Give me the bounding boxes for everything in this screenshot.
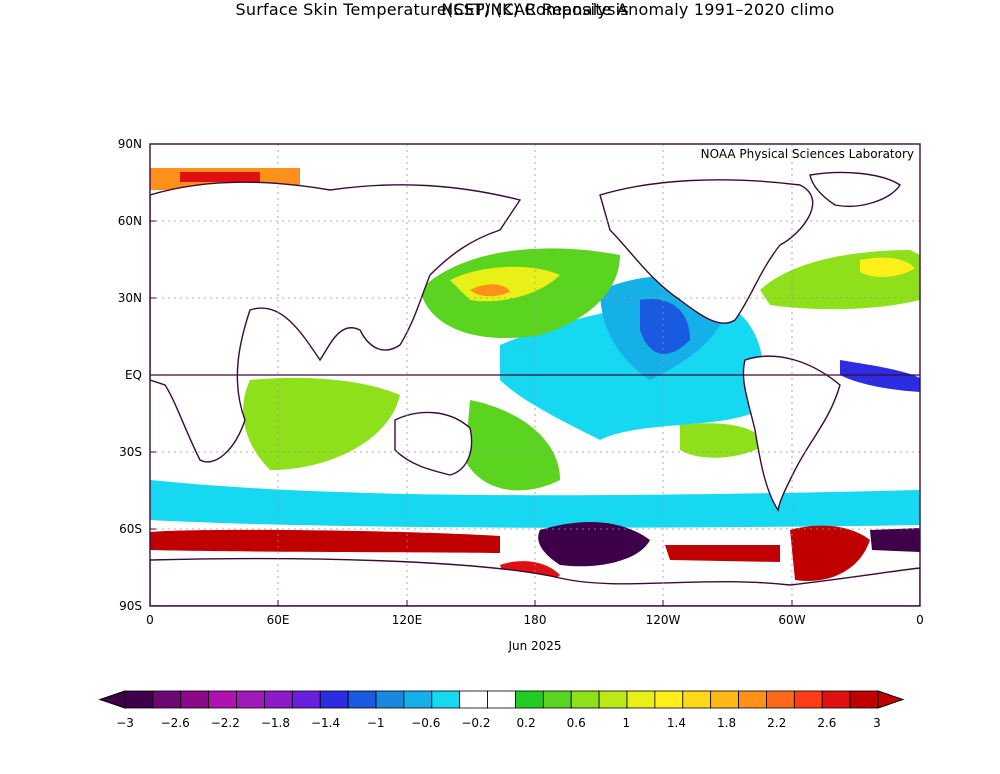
colorbar-cell — [598, 690, 628, 709]
latitude-labels: 90N 60N 30N EQ 30S 60S 90S — [118, 137, 142, 613]
lat-label: 60S — [119, 522, 142, 536]
colorbar-cell — [793, 690, 823, 709]
lon-label: 120E — [392, 613, 423, 627]
colorbar-label: −0.6 — [411, 716, 440, 730]
colorbar-cell — [208, 690, 237, 709]
colorbar-cell — [347, 690, 377, 709]
anomaly-purple-weddell-east — [870, 528, 920, 552]
colorbar-cell — [264, 690, 293, 709]
colorbar-cell — [542, 690, 572, 709]
lat-label: 30S — [119, 445, 142, 459]
colorbar-label: 1.8 — [717, 716, 736, 730]
anomaly-green-indian — [243, 377, 400, 470]
colorbar-label: −0.2 — [461, 716, 490, 730]
lon-label: 180 — [524, 613, 547, 627]
anomaly-cold-pacific — [640, 299, 690, 354]
anomaly-red-weddell — [790, 525, 870, 581]
colorbar-label: −1.8 — [261, 716, 290, 730]
chart-title-line1: NCEP/NCAR Reanalysis — [441, 0, 629, 19]
colorbar-cell — [626, 690, 656, 709]
colorbar-left-arrow — [98, 690, 126, 709]
colorbar-label: −3 — [116, 716, 134, 730]
date-label: Jun 2025 — [507, 639, 561, 653]
colorbar-label: −2.2 — [211, 716, 240, 730]
graticule — [150, 144, 920, 606]
anomaly-cyan-southern — [150, 480, 920, 528]
lon-label: 60E — [267, 613, 290, 627]
lat-label: 90S — [119, 599, 142, 613]
colorbar-cell — [403, 690, 433, 709]
colorbar-label: 2.2 — [767, 716, 786, 730]
colorbar-cell — [180, 690, 210, 709]
lon-label: 0 — [146, 613, 154, 627]
colorbar-label: 0.6 — [567, 716, 586, 730]
lat-label: 60N — [118, 214, 142, 228]
colorbar-cell — [766, 690, 795, 709]
colorbar-right-arrow — [877, 690, 905, 709]
longitude-labels: 0 60E 120E 180 120W 60W 0 — [146, 613, 924, 627]
colorbar-cell — [849, 690, 879, 709]
anomaly-cold-eq-atlantic — [840, 360, 920, 392]
landmass-australia — [394, 411, 473, 476]
colorbar-label: −1 — [367, 716, 385, 730]
lat-label: 90N — [118, 137, 142, 151]
lat-label: EQ — [125, 368, 142, 382]
colorbar-cell — [375, 690, 405, 709]
colorbar-labels: −3 −2.6 −2.2 −1.8 −1.4 −1 −0.6 −0.2 0.2 0.6 1 1.4 1.… — [116, 716, 881, 730]
colorbar-cell — [459, 690, 488, 709]
anomaly-red-antarctic-atl — [150, 529, 500, 553]
colorbar-cell — [682, 690, 712, 709]
colorbar-cell — [738, 690, 767, 709]
axis-ticks — [149, 143, 921, 607]
lon-label: 0 — [916, 613, 924, 627]
colorbar-cell — [124, 690, 154, 709]
colorbar-cell — [431, 690, 461, 709]
lat-label: 30N — [118, 291, 142, 305]
colorbar-label: 2.6 — [817, 716, 836, 730]
landmass-north-america — [599, 179, 814, 324]
colorbar-cell — [821, 690, 851, 709]
anomaly-yellow-natlantic — [860, 257, 915, 277]
chart-title-line2: Surface Skin Temperature(SST) (K) Compos… — [235, 0, 835, 19]
landmass-africa-eurasia — [150, 181, 522, 463]
colorbar-cell — [236, 690, 265, 709]
colorbar-cell — [152, 690, 182, 709]
colorbar-cell — [710, 690, 739, 709]
anomaly-green-spacific — [465, 400, 560, 491]
colorbar-cell — [319, 690, 349, 709]
anomaly-purple-ross — [538, 521, 650, 567]
colorbar-label: 1 — [623, 716, 631, 730]
credit-label: NOAA Physical Sciences Laboratory — [701, 147, 914, 161]
colorbar-cell — [654, 690, 684, 709]
anomaly-green-sepacific — [680, 423, 765, 458]
lon-label: 60W — [778, 613, 805, 627]
colorbar-label: 0.2 — [517, 716, 536, 730]
colorbar-cell — [487, 690, 516, 709]
colorbar-cell — [291, 690, 321, 709]
anomaly-red-arctic — [180, 172, 260, 182]
colorbar-label: −2.6 — [161, 716, 190, 730]
anomaly-red-bellingshausen — [665, 545, 780, 562]
lon-label: 120W — [646, 613, 681, 627]
colorbar-cell — [570, 690, 600, 709]
colorbar-cells — [98, 690, 905, 709]
colorbar-label: −1.4 — [311, 716, 340, 730]
landmass-greenland — [809, 171, 901, 207]
colorbar-label: 1.4 — [667, 716, 686, 730]
colorbar-cell — [515, 690, 544, 709]
colorbar-label: 3 — [873, 716, 881, 730]
anomaly-orange-npacific — [470, 284, 510, 297]
